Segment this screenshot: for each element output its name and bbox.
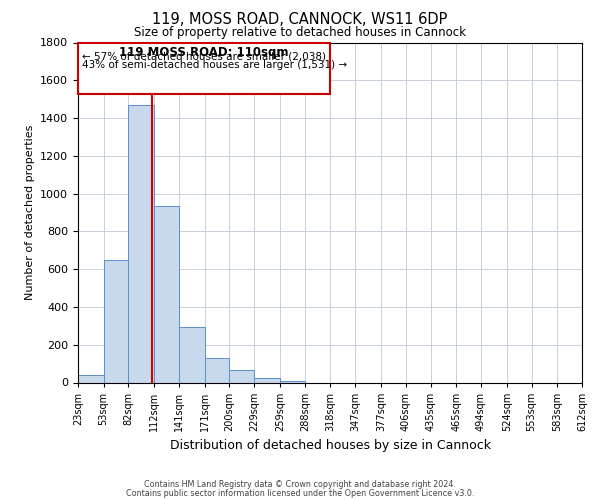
Text: ← 57% of detached houses are smaller (2,038): ← 57% of detached houses are smaller (2,… — [82, 52, 326, 62]
Bar — [229, 370, 254, 382]
Bar — [154, 206, 179, 382]
Bar — [128, 105, 154, 382]
Text: 119 MOSS ROAD: 110sqm: 119 MOSS ROAD: 110sqm — [119, 46, 289, 60]
X-axis label: Distribution of detached houses by size in Cannock: Distribution of detached houses by size … — [170, 439, 491, 452]
Bar — [78, 375, 104, 382]
Text: Size of property relative to detached houses in Cannock: Size of property relative to detached ho… — [134, 26, 466, 39]
Bar — [254, 378, 280, 382]
Bar — [205, 358, 229, 382]
Text: 43% of semi-detached houses are larger (1,531) →: 43% of semi-detached houses are larger (… — [82, 60, 347, 70]
Bar — [179, 327, 205, 382]
Text: Contains HM Land Registry data © Crown copyright and database right 2024.: Contains HM Land Registry data © Crown c… — [144, 480, 456, 489]
Text: 119, MOSS ROAD, CANNOCK, WS11 6DP: 119, MOSS ROAD, CANNOCK, WS11 6DP — [152, 12, 448, 28]
Text: Contains public sector information licensed under the Open Government Licence v3: Contains public sector information licen… — [126, 488, 474, 498]
FancyBboxPatch shape — [78, 42, 331, 94]
Bar — [280, 380, 305, 382]
Y-axis label: Number of detached properties: Number of detached properties — [25, 125, 35, 300]
Bar — [104, 260, 128, 382]
